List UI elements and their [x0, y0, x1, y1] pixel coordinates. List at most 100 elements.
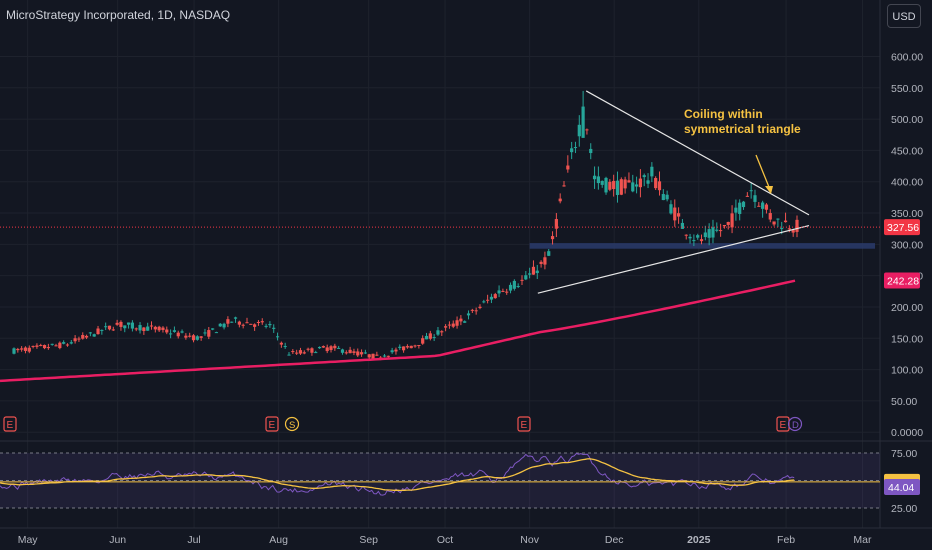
candle-body — [176, 332, 180, 337]
candle-body — [581, 106, 585, 138]
candle-body — [180, 331, 184, 333]
symbol-title: MicroStrategy Incorporated, 1D, NASDAQ — [6, 8, 231, 22]
candle-body — [436, 330, 440, 335]
rsi-value-tag-bg — [884, 479, 920, 496]
candle-body — [600, 180, 604, 185]
candle-body — [486, 299, 490, 301]
candle-body — [570, 148, 574, 153]
candle-body — [497, 290, 501, 294]
candle-body — [394, 349, 398, 352]
rsi-value-tag: 44.04 — [888, 482, 914, 494]
price-tick-label: 100.00 — [891, 365, 923, 377]
time-tick-label: May — [18, 534, 39, 546]
candle-body — [218, 323, 222, 327]
candle-body — [631, 182, 635, 192]
candle-body — [505, 291, 509, 293]
candle-body — [612, 180, 616, 190]
candle-body — [62, 342, 66, 344]
time-tick-label: Mar — [853, 534, 872, 546]
candle-body — [31, 345, 35, 347]
currency-button[interactable]: USD — [887, 4, 921, 28]
candle-body — [54, 345, 58, 347]
candle-body — [405, 346, 410, 348]
candle-body — [646, 180, 650, 184]
candle-body — [615, 180, 620, 195]
candle-body — [562, 185, 566, 187]
candle-body — [470, 309, 474, 311]
candle-body — [619, 179, 623, 195]
candle-body — [608, 181, 612, 190]
candle-body — [638, 178, 642, 188]
candle-body — [447, 324, 452, 326]
candle-body — [444, 326, 448, 328]
candle-body — [791, 230, 795, 233]
candle-body — [543, 257, 547, 265]
candle-body — [359, 352, 364, 355]
ma-value-tag: 242.28 — [887, 275, 919, 287]
rsi-tick-label: 75.00 — [891, 448, 917, 460]
annotation-text: symmetrical triangle — [684, 122, 801, 136]
candle-body — [27, 347, 31, 352]
candle-body — [440, 331, 444, 333]
candle-body — [260, 321, 264, 323]
support-zone — [529, 243, 875, 249]
candle-body — [169, 333, 173, 335]
candle-body — [547, 251, 551, 256]
candle-body — [77, 338, 81, 340]
candle-body — [126, 322, 131, 325]
candle-body — [20, 348, 24, 350]
candle-body — [684, 234, 688, 236]
candles — [12, 90, 799, 361]
candle-body — [130, 322, 135, 329]
price-tick-label: 600.00 — [891, 51, 923, 63]
candle-body — [726, 221, 730, 225]
candle-body — [138, 325, 142, 331]
candle-body — [508, 284, 513, 291]
candle-body — [489, 296, 494, 300]
candle-body — [298, 350, 303, 354]
price-tick-label: 300.00 — [891, 239, 923, 251]
candle-body — [539, 261, 543, 264]
candle-body — [783, 220, 788, 223]
candle-body — [157, 326, 161, 331]
candle-body — [119, 321, 123, 327]
candle-body — [256, 322, 261, 324]
candle-body — [191, 335, 196, 341]
candle-body — [371, 353, 375, 359]
earnings-marker-label: E — [780, 420, 787, 431]
candle-body — [741, 201, 746, 208]
candle-body — [46, 347, 50, 349]
time-tick-label: Jun — [109, 534, 126, 546]
candle-body — [39, 345, 43, 347]
candle-body — [413, 345, 417, 347]
candle-body — [287, 354, 291, 356]
annotation-text: Coiling within — [684, 107, 763, 121]
candle-body — [596, 176, 600, 184]
candle-body — [585, 129, 589, 131]
candle-body — [352, 351, 356, 353]
candle-body — [321, 346, 325, 348]
candle-body — [363, 352, 367, 354]
price-tick-label: 350.00 — [891, 208, 923, 220]
price-tick-label: 200.00 — [891, 302, 923, 314]
candle-body — [795, 219, 799, 232]
candle-body — [417, 345, 421, 347]
time-tick-label: Oct — [437, 534, 453, 546]
price-tick-label: 400.00 — [891, 177, 923, 189]
candle-body — [531, 266, 536, 275]
candle-body — [730, 213, 734, 228]
candle-body — [245, 322, 249, 324]
candle-body — [264, 325, 268, 327]
candle-body — [295, 352, 299, 354]
candle-body — [703, 232, 707, 238]
candle-body — [382, 355, 387, 357]
price-tick-label: 50.00 — [891, 396, 917, 408]
time-tick-label: Aug — [269, 534, 288, 546]
candle-body — [23, 347, 28, 351]
candle-body — [386, 355, 390, 357]
candle-body — [107, 325, 112, 330]
candle-body — [764, 204, 769, 210]
candle-body — [753, 195, 757, 202]
